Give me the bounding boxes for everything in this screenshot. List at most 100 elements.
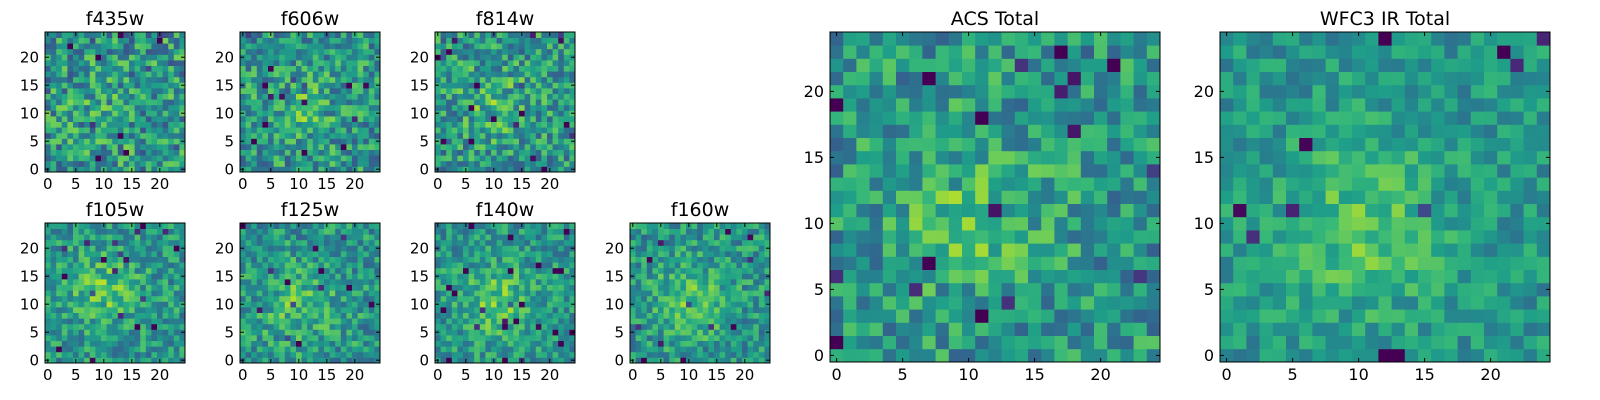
heatmap-cell: [61, 88, 68, 94]
heatmap-cell: [352, 256, 358, 263]
heatmap-cell: [569, 228, 576, 235]
heatmap-cell: [491, 37, 497, 44]
heatmap-cell: [697, 234, 704, 241]
heatmap-cell: [78, 307, 85, 313]
heatmap-cell: [1014, 309, 1029, 323]
heatmap-cell: [251, 166, 258, 173]
heatmap-cell: [368, 110, 375, 117]
heatmap-cell: [457, 110, 464, 117]
heatmap-cell: [474, 138, 481, 145]
heatmap-cell: [284, 335, 291, 341]
heatmap-cell: [61, 104, 68, 111]
heatmap-cell: [646, 301, 653, 308]
heatmap-cell: [357, 335, 364, 341]
heatmap-cell: [753, 267, 760, 274]
heatmap-cell: [363, 155, 370, 162]
heatmap-cell: [273, 54, 280, 61]
heatmap-cell: [340, 357, 347, 364]
heatmap-cell: [435, 132, 441, 139]
heatmap-cell: [318, 290, 325, 297]
heatmap-cell: [641, 284, 648, 291]
heatmap-cell: [496, 71, 503, 78]
heatmap-cell: [435, 323, 441, 330]
heatmap-cell: [485, 262, 492, 269]
heatmap-cell: [479, 138, 486, 145]
heatmap-cell: [474, 223, 481, 229]
heatmap-cell: [73, 76, 79, 83]
heatmap-cell: [491, 239, 497, 246]
heatmap-cell: [173, 144, 180, 150]
heatmap-cell: [988, 348, 1002, 363]
heatmap-cell: [162, 138, 169, 145]
heatmap-cell: [296, 284, 302, 291]
heatmap-cell: [290, 48, 297, 55]
heatmap-cell: [1028, 309, 1042, 323]
heatmap-cell: [468, 104, 475, 111]
heatmap-cell: [479, 144, 486, 150]
heatmap-cell: [279, 48, 286, 55]
heatmap-cell: [479, 127, 486, 134]
heatmap-cell: [301, 329, 308, 336]
heatmap-cell: [262, 160, 269, 167]
heatmap-cell: [352, 346, 358, 353]
heatmap-cell: [273, 312, 280, 319]
heatmap-cell: [496, 32, 503, 38]
heatmap-cell: [240, 267, 246, 274]
heatmap-cell: [357, 60, 364, 66]
heatmap-cell: [61, 121, 68, 128]
heatmap-cell: [641, 273, 648, 280]
heatmap-cell: [491, 160, 497, 167]
heatmap-cell: [708, 267, 715, 274]
heatmap-cell: [56, 290, 63, 297]
heatmap-cell: [1014, 296, 1029, 310]
heatmap-cell: [1028, 282, 1042, 297]
heatmap-cell: [552, 329, 559, 336]
heatmap-cell: [245, 323, 252, 330]
heatmap-cell: [507, 110, 514, 117]
heatmap-cell: [856, 335, 870, 350]
heatmap-cell: [686, 234, 692, 241]
heatmap-cell: [962, 322, 976, 336]
heatmap-cell: [245, 301, 252, 308]
heatmap-cell: [541, 234, 548, 241]
heatmap-cell: [764, 318, 771, 325]
heatmap-cell: [329, 323, 336, 330]
heatmap-cell: [479, 48, 486, 55]
heatmap-cell: [652, 329, 659, 336]
heatmap-cell: [134, 138, 141, 145]
heatmap-cell: [440, 262, 447, 269]
heatmap-cell: [123, 329, 130, 336]
heatmap-cell: [519, 149, 525, 156]
heatmap-cell: [56, 256, 63, 263]
heatmap-cell: [307, 110, 314, 117]
heatmap-cell: [67, 48, 74, 55]
heatmap-cell: [513, 43, 520, 50]
heatmap-cell: [134, 335, 141, 341]
heatmap-cell: [335, 127, 342, 134]
heatmap-cell: [758, 290, 765, 297]
heatmap-cell: [73, 239, 79, 246]
heatmap-cell: [856, 296, 870, 310]
heatmap-cell: [162, 132, 169, 139]
heatmap-cell: [352, 144, 358, 150]
heatmap-cell: [101, 99, 107, 106]
heatmap-cell: [256, 323, 263, 330]
heatmap-cell: [719, 251, 726, 257]
heatmap-cell: [1014, 322, 1029, 336]
heatmap-cell: [496, 323, 503, 330]
heatmap-cell: [307, 48, 314, 55]
heatmap-cell: [284, 166, 291, 173]
heatmap-cell: [56, 307, 63, 313]
heatmap-cell: [352, 155, 358, 162]
heatmap-cell: [307, 251, 314, 257]
heatmap-cell: [669, 251, 676, 257]
heatmap-cell: [67, 54, 74, 61]
heatmap-cell: [719, 295, 726, 302]
heatmap-cell: [112, 32, 119, 38]
heatmap-cell: [173, 312, 180, 319]
heatmap-cell: [530, 155, 537, 162]
heatmap-cell: [335, 239, 342, 246]
heatmap-cell: [663, 318, 670, 325]
heatmap-cell: [89, 48, 96, 55]
heatmap-cell: [45, 234, 51, 241]
